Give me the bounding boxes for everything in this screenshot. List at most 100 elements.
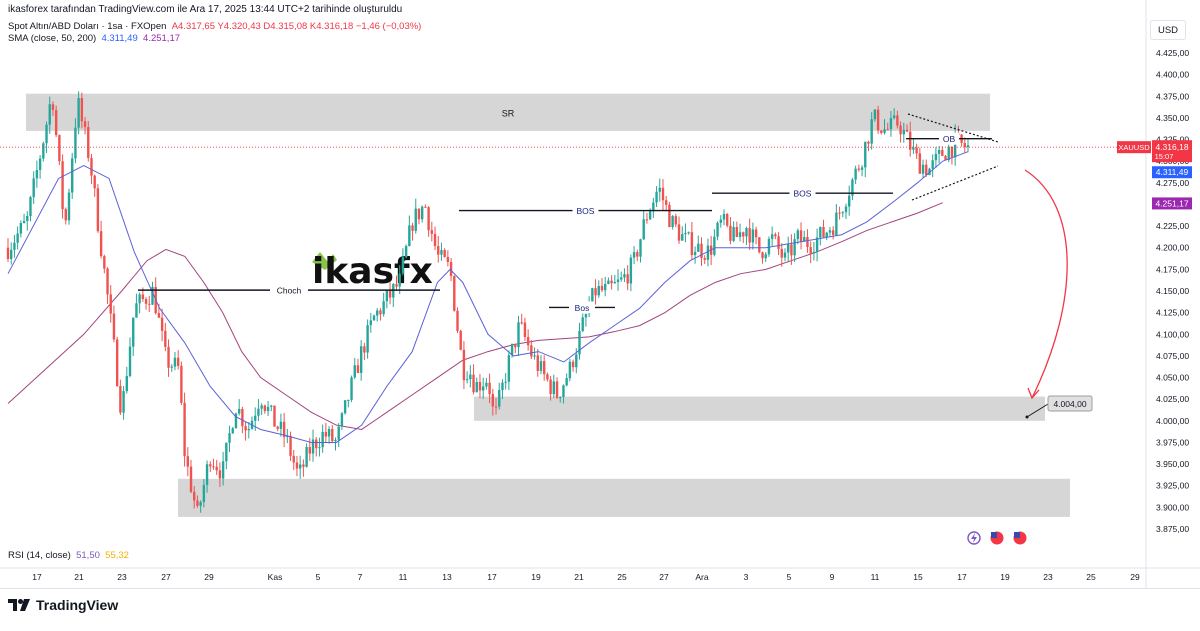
candle-body xyxy=(282,421,286,438)
candle-body xyxy=(549,379,552,395)
candle-body xyxy=(459,330,462,350)
x-tick-label: 7 xyxy=(358,572,363,582)
candle-body xyxy=(831,230,835,236)
candle-body xyxy=(552,381,556,395)
candle-body xyxy=(128,346,132,377)
rsi-legend[interactable]: RSI (14, close) 51,50 55,32 xyxy=(8,550,129,561)
event-icons[interactable] xyxy=(967,531,1027,545)
candle-body xyxy=(716,222,719,237)
symbol-name[interactable]: Spot Altın/ABD Doları · 1sa · FXOpen xyxy=(8,21,167,32)
candle-body xyxy=(26,216,29,222)
candle-body xyxy=(494,406,498,408)
candle-body xyxy=(48,104,51,125)
currency-button[interactable]: USD xyxy=(1150,20,1186,40)
sma50-tag xyxy=(1152,166,1192,179)
candle-body xyxy=(947,146,950,161)
candle-body xyxy=(729,225,732,241)
candle-body xyxy=(321,431,324,448)
candle-body xyxy=(918,153,922,174)
target-label-box[interactable] xyxy=(1047,395,1093,412)
candle-body xyxy=(742,232,745,237)
candle-body xyxy=(148,303,151,305)
y-tick-label: 4.025,00 xyxy=(1156,394,1189,404)
candle-body xyxy=(276,426,279,429)
candle-body xyxy=(835,212,838,236)
sma-legend[interactable]: SMA (close, 50, 200) 4.311,49 4.251,17 xyxy=(8,33,180,44)
candle-body xyxy=(690,232,694,255)
candle-body xyxy=(738,232,742,237)
candle-body xyxy=(597,285,600,296)
annotation-bg-1 xyxy=(572,204,599,217)
annotation-bos-2: Bos xyxy=(575,303,590,313)
candle-body xyxy=(754,229,758,238)
candle-body xyxy=(196,500,199,506)
candle-body xyxy=(369,320,373,326)
annotation-ob-4: OB xyxy=(943,134,956,144)
candle-body xyxy=(928,168,931,175)
sma50-tag-value: 4.311,49 xyxy=(1156,167,1189,177)
symbol-legend[interactable]: Spot Altın/ABD Doları · 1sa · FXOpen A4.… xyxy=(8,21,421,32)
candle-body xyxy=(806,237,809,248)
annotations-layer: Choch BOS Bos BOS OB 4.004,00 xyxy=(0,113,1146,419)
candle-body xyxy=(234,413,238,429)
candle-body xyxy=(279,421,283,429)
candle-body xyxy=(902,129,905,135)
x-tick-label: 17 xyxy=(487,572,497,582)
sma50-layer xyxy=(7,151,969,443)
sma50-line xyxy=(7,151,969,443)
current-price-value: 4.316,18 xyxy=(1155,142,1188,152)
candle-body xyxy=(112,313,116,340)
candle-body xyxy=(671,216,674,228)
x-tick-label: 9 xyxy=(830,572,835,582)
candle-body xyxy=(610,280,613,284)
y-tick-label: 4.425,00 xyxy=(1156,48,1189,58)
target-label[interactable]: 4.004,00 xyxy=(1053,399,1086,409)
x-tick-label: 13 xyxy=(442,572,452,582)
candle-body xyxy=(433,233,437,247)
candle-body xyxy=(388,290,392,298)
candle-body xyxy=(411,225,414,231)
candle-body xyxy=(770,234,774,239)
candle-body xyxy=(793,239,796,256)
x-axis[interactable]: 17 21 23 27 29 Kas 5 7 11 13 17 19 21 25 27 Ara 3 5 9 11 15 1… xyxy=(0,567,1200,582)
candle-body xyxy=(440,250,443,255)
candle-body xyxy=(160,317,164,331)
candle-body xyxy=(777,236,780,249)
candle-body xyxy=(555,381,559,398)
candle-body xyxy=(542,361,546,375)
x-tick-label: Ara xyxy=(695,572,709,582)
candle-body xyxy=(578,330,581,355)
y-tick-label: 3.950,00 xyxy=(1156,459,1189,469)
x-tick-label: 21 xyxy=(74,572,84,582)
candle-body xyxy=(581,317,584,331)
candle-body xyxy=(315,439,318,449)
candle-body xyxy=(193,491,196,501)
sma-label[interactable]: SMA (close, 50, 200) xyxy=(8,33,97,44)
y-axis[interactable]: 3.875,00 3.900,00 3.925,00 3.950,00 3.975,00… xyxy=(1145,0,1189,588)
candle-body xyxy=(209,464,212,467)
candle-body xyxy=(841,212,844,214)
rsi-label[interactable]: RSI (14, close) xyxy=(8,550,71,561)
candle-body xyxy=(828,230,832,233)
annotation-bg-3 xyxy=(789,187,816,200)
candle-body xyxy=(889,118,893,130)
candle-body xyxy=(562,385,565,397)
candle-body xyxy=(437,246,440,255)
candle-body xyxy=(565,378,568,386)
lightning-bolt-icon xyxy=(971,533,977,543)
candle-body xyxy=(420,206,424,220)
candle-body xyxy=(613,282,617,284)
candle-body xyxy=(880,130,883,133)
candle-body xyxy=(934,153,938,161)
x-tick-label: 27 xyxy=(161,572,171,582)
candle-body xyxy=(491,394,495,407)
candle-body xyxy=(514,343,517,348)
tradingview-logo[interactable]: TradingView xyxy=(8,597,118,613)
candle-body xyxy=(475,382,478,393)
x-tick-label: 25 xyxy=(617,572,627,582)
candle-body xyxy=(761,252,764,259)
candle-body xyxy=(941,149,944,156)
candle-body xyxy=(799,230,803,242)
